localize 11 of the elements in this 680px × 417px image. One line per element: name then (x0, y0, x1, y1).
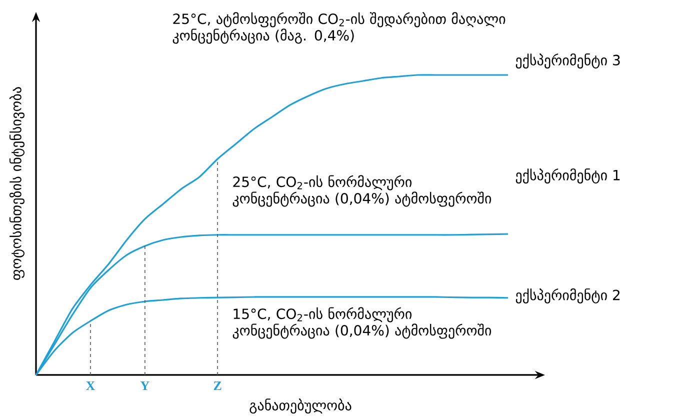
x-tick-label: Y (140, 382, 150, 390)
y-axis-title: ფოტოსინთეზის ინტენსივობა (9, 87, 24, 280)
annotation: 25°C, CO$_{2}$-ის ნორმალური კონცენტრაცია (0,04%) ატმოსფეროში (232, 175, 492, 207)
x-tick-label: X (86, 382, 96, 390)
text: 25°C, ატმოსფეროში CO$_{2}$-ის შედარებით მაღალი კონცენტრაცია (მაგ. 0,4%) (172, 12, 506, 44)
annotation: 15°C, CO$_{2}$-ის ნორმალური კონცენტრაცია (0,04%) ატმოსფეროში (232, 307, 492, 339)
series-label: ექსპერიმენტი 3 (516, 54, 620, 69)
series-label: ექსპერიმენტი 2 (516, 288, 620, 304)
text: ექსპერიმენტი 1 (516, 168, 620, 184)
x-tick-label: Z (214, 382, 222, 390)
x-axis-title: განათებულობა (250, 398, 352, 414)
